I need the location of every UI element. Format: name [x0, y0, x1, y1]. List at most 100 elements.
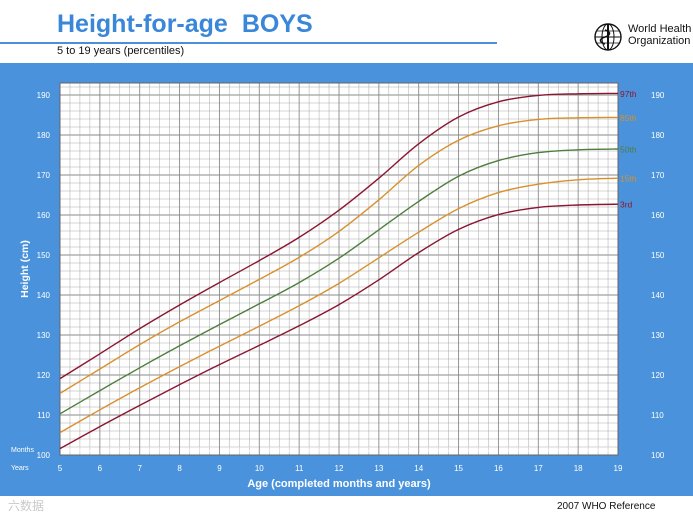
x-tick-label: 13 — [374, 464, 383, 473]
month-tick-label: 6 — [118, 448, 122, 454]
month-tick-label: 9 — [407, 448, 411, 454]
series-line-15th — [59, 177, 619, 434]
month-tick-label: 6 — [397, 448, 401, 454]
month-tick-label: 6 — [517, 448, 521, 454]
y-tick-label-left: 130 — [37, 331, 51, 340]
x-tick-label: 12 — [335, 464, 344, 473]
percentile-lines: 97th 85th 50th 15th 3rd — [59, 89, 637, 450]
x-tick-label: 5 — [58, 464, 63, 473]
watermark: 六数据 — [8, 499, 45, 513]
month-tick-label: 3 — [148, 448, 152, 454]
month-tick-label: 6 — [278, 448, 282, 454]
month-tick-label: 6 — [158, 448, 162, 454]
chart-panel: 97th 85th 50th 15th 3rd 100 100 110 110 120 120 13… — [0, 63, 693, 496]
series-line-50th — [59, 148, 619, 415]
month-tick-label: 9 — [88, 448, 92, 454]
month-tick-label: 6 — [557, 448, 561, 454]
month-tick-label: 6 — [477, 448, 481, 454]
plot-border — [59, 82, 619, 456]
who-logo-line2: Organization — [628, 35, 691, 47]
month-tick-label: 9 — [367, 448, 371, 454]
month-tick-label: 6 — [357, 448, 361, 454]
month-tick-label: 3 — [307, 448, 311, 454]
height-for-age-chart: 97th 85th 50th 15th 3rd 100 100 110 110 120 120 13… — [11, 82, 665, 490]
month-tick-label: 6 — [238, 448, 242, 454]
month-tick-label: 6 — [78, 448, 82, 454]
months-row-label: Months — [11, 447, 34, 454]
x-tick-label: 15 — [454, 464, 463, 473]
series-label-3rd: 3rd — [620, 200, 633, 210]
month-tick-label: 3 — [188, 448, 192, 454]
y-tick-label-left: 100 — [37, 451, 51, 460]
y-tick-label-left: 160 — [37, 211, 51, 220]
x-tick-label: 10 — [255, 464, 264, 473]
month-tick-label: 3 — [347, 448, 351, 454]
month-tick-label: 3 — [507, 448, 511, 454]
reference-note: 2007 WHO Reference — [557, 501, 656, 512]
x-tick-label: 9 — [217, 464, 222, 473]
month-tick-label: 9 — [128, 448, 132, 454]
y-tick-label-left: 180 — [37, 131, 51, 140]
month-tick-label: 3 — [68, 448, 72, 454]
month-tick-label: 9 — [327, 448, 331, 454]
x-tick-label: 11 — [295, 464, 304, 473]
month-tick-label: 3 — [467, 448, 471, 454]
x-tick-label: 17 — [534, 464, 543, 473]
title-sex: BOYS — [241, 10, 313, 38]
month-tick-label: 3 — [427, 448, 431, 454]
month-tick-label: 9 — [606, 448, 610, 454]
x-tick-label: 14 — [414, 464, 423, 473]
series-line-3rd — [59, 203, 619, 450]
who-logo-text: World Health Organization — [628, 23, 691, 47]
month-tick-label: 9 — [567, 448, 571, 454]
y-tick-label-right: 150 — [651, 251, 665, 260]
y-tick-label-right: 100 — [651, 451, 665, 460]
x-tick-label: 19 — [614, 464, 623, 473]
series-label-97th: 97th — [620, 89, 637, 99]
month-tick-label: 3 — [547, 448, 551, 454]
month-tick-label: 9 — [208, 448, 212, 454]
series-label-50th: 50th — [620, 145, 637, 155]
y-tick-label-right: 130 — [651, 331, 665, 340]
y-tick-label-left: 140 — [37, 291, 51, 300]
who-logo-line1: World Health — [628, 23, 692, 35]
month-tick-label: 9 — [447, 448, 451, 454]
series-label-85th: 85th — [620, 113, 637, 123]
month-tick-label: 3 — [586, 448, 590, 454]
month-tick-label: 3 — [108, 448, 112, 454]
y-tick-label-left: 110 — [37, 411, 50, 420]
title-underline — [0, 42, 497, 44]
y-tick-label-left: 170 — [37, 171, 51, 180]
x-tick-label: 6 — [98, 464, 103, 473]
month-tick-label: 9 — [248, 448, 252, 454]
y-tick-label-right: 160 — [651, 211, 665, 220]
month-tick-label: 6 — [317, 448, 321, 454]
month-tick-label: 9 — [168, 448, 172, 454]
month-tick-label: 3 — [228, 448, 232, 454]
y-tick-label-right: 140 — [651, 291, 665, 300]
y-tick-label-right: 180 — [651, 131, 665, 140]
y-tick-label-left: 150 — [37, 251, 51, 260]
y-tick-label-left: 190 — [37, 91, 51, 100]
y-tick-label-right: 170 — [651, 171, 665, 180]
series-label-15th: 15th — [620, 174, 637, 184]
month-tick-label: 6 — [596, 448, 600, 454]
month-tick-label: 3 — [268, 448, 272, 454]
chart-title: Height-for-age BOYS — [57, 10, 313, 39]
x-tick-label: 16 — [494, 464, 503, 473]
month-tick-label: 6 — [437, 448, 441, 454]
x-tick-label: 7 — [137, 464, 142, 473]
x-tick-label: 18 — [574, 464, 583, 473]
y-tick-label-right: 120 — [651, 371, 665, 380]
y-tick-label-left: 120 — [37, 371, 51, 380]
years-row-label: Years — [11, 465, 29, 472]
axis-labels: 100 100 110 110 120 120 130 130 140 140 150 150 160 1… — [11, 91, 665, 490]
month-tick-label: 9 — [487, 448, 491, 454]
month-tick-label: 9 — [288, 448, 292, 454]
month-tick-label: 3 — [387, 448, 391, 454]
y-tick-label-right: 110 — [651, 411, 664, 420]
month-tick-label: 9 — [527, 448, 531, 454]
who-emblem-icon — [594, 23, 622, 51]
y-axis-title: Height (cm) — [19, 240, 31, 298]
title-main: Height-for-age — [57, 10, 228, 38]
